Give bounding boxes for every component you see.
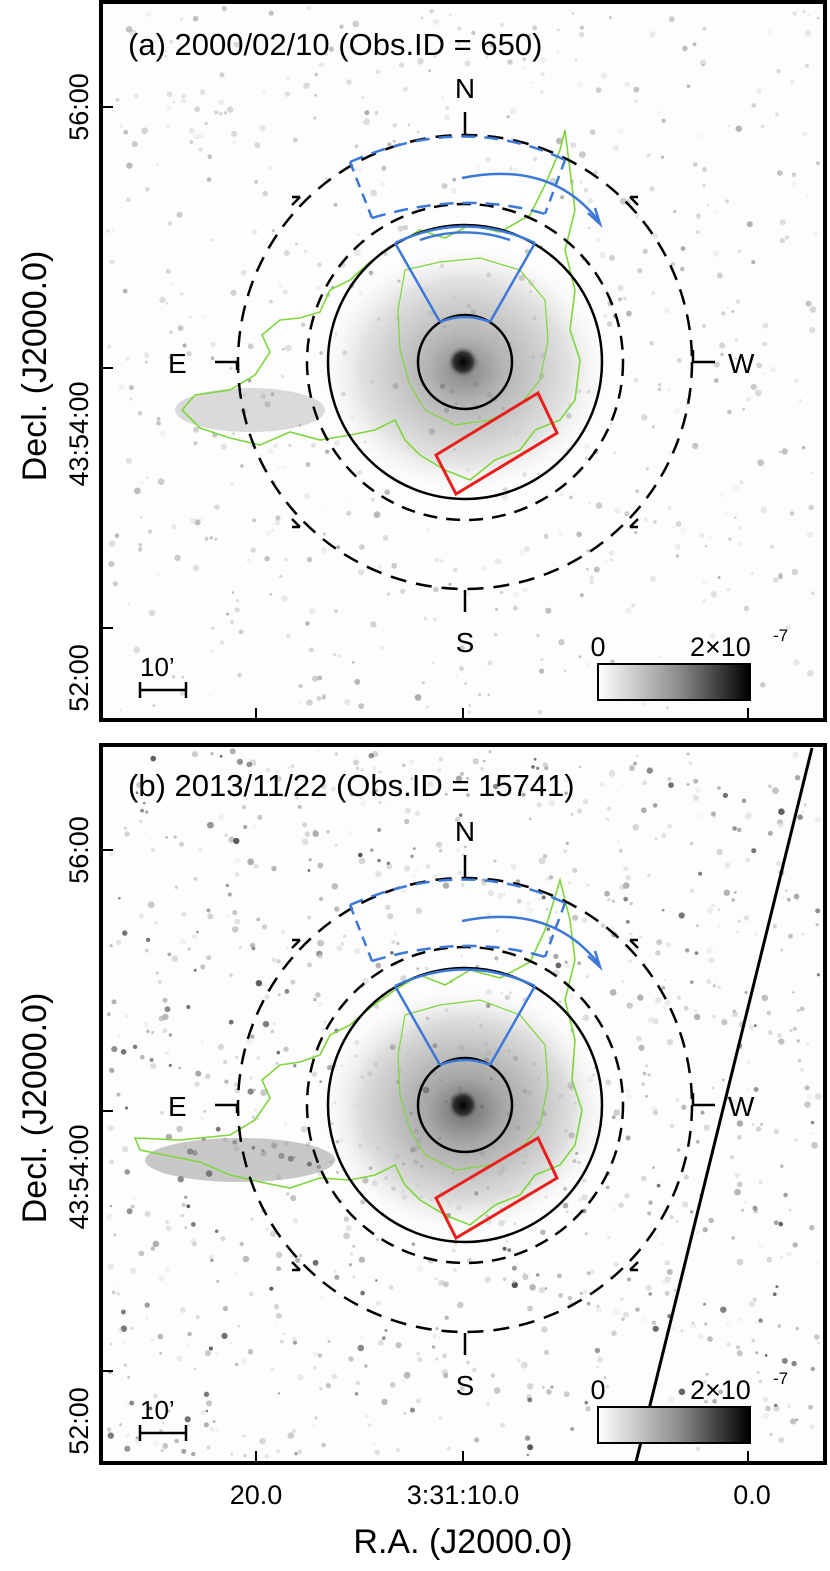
panel-a-west-label: W <box>728 348 755 379</box>
axes: 56:00 43:54:00 52:00 Decl. (J2000.0) 56:… <box>16 73 771 1561</box>
ytick-label-b-1: 56:00 <box>64 816 94 884</box>
panel-b-east-label: E <box>168 1091 187 1122</box>
panel-b-chip-edge-line <box>634 747 814 1463</box>
panel-b: (b) 2013/11/22 (Obs.ID = 15741) N S E W … <box>99 743 827 1465</box>
panel-a-blue-sector-left <box>393 242 442 323</box>
xtick-label-2: 3:31:10.0 <box>407 1480 520 1510</box>
panel-b-scalebar-label: 10’ <box>140 1395 175 1425</box>
panel-a-noise <box>106 5 821 715</box>
panel-a-blue-sector-bottom <box>439 315 491 324</box>
panel-b-blue-sector-bottom <box>439 1058 491 1067</box>
panel-a-arrow-head <box>587 207 603 229</box>
panel-b-solid-circle <box>326 966 604 1244</box>
panel-a: (a) 2000/02/10 (Obs.ID = 650) N S E W 10… <box>99 0 827 722</box>
panel-a-east-label: E <box>168 348 187 379</box>
panel-a-east-tail <box>175 388 325 432</box>
xtick-label-3: 0.0 <box>733 1480 771 1510</box>
ytick-label-b-2: 43:54:00 <box>64 1124 94 1229</box>
panel-b-south-label: S <box>456 1370 475 1401</box>
xtick-label-1: 20.0 <box>230 1480 283 1510</box>
panel-a-ticks <box>215 112 715 612</box>
panel-a-core <box>447 346 479 378</box>
panel-b-colorbar <box>597 1406 751 1444</box>
panel-a-colorbar <box>597 663 751 701</box>
panel-b-blue-dashed-right <box>543 902 567 958</box>
panel-b-blue-sector-right <box>488 985 537 1066</box>
axis-ticks <box>101 106 749 1463</box>
panel-a-solid-circle <box>326 223 604 501</box>
ytick-label-a-1: 56:00 <box>64 73 94 141</box>
ytick-label-a-3: 52:00 <box>64 644 94 712</box>
panel-a-blue-dashed-right <box>543 159 567 215</box>
panel-a-blue-arc <box>419 231 511 242</box>
xlabel: R.A. (J2000.0) <box>353 1523 572 1561</box>
panel-b-colorbar-exp: -7 <box>773 1369 788 1388</box>
panel-a-scalebar-label: 10’ <box>140 652 175 682</box>
panel-b-inner-circle <box>416 1056 514 1154</box>
panel-a-north-label: N <box>455 73 475 104</box>
panel-b-north-label: N <box>455 816 475 847</box>
panel-b-colorbar-max: 2×10 <box>690 1375 751 1405</box>
panel-a-colorbar-min: 0 <box>590 632 605 662</box>
panel-a-south-label: S <box>456 627 475 658</box>
panel-b-west-label: W <box>728 1091 755 1122</box>
panel-a-blue-dashed-outer <box>349 135 566 164</box>
panel-b-core <box>447 1089 479 1121</box>
panel-a-contour <box>180 129 581 481</box>
panel-a-inner-circle <box>416 313 514 411</box>
panel-b-arrow <box>461 915 599 964</box>
panel-b-east-tail <box>145 1138 335 1182</box>
panel-a-arrow <box>461 172 599 221</box>
panel-a-colorbar-max: 2×10 <box>690 632 751 662</box>
panel-b-ticks <box>215 855 715 1355</box>
panel-a-colorbar-exp: -7 <box>773 626 788 645</box>
panel-b-colorbar-min: 0 <box>590 1375 605 1405</box>
panel-a-red-box <box>434 390 559 497</box>
panel-b-blue-sector-top <box>394 968 536 988</box>
panel-b-arrow-head <box>587 950 603 972</box>
ytick-label-a-2: 43:54:00 <box>64 381 94 486</box>
ylabel-a: Decl. (J2000.0) <box>16 251 54 482</box>
panel-a-scalebar <box>138 682 188 698</box>
panel-b-blue-dashed-outer <box>349 878 566 907</box>
panel-a-blue-sector-top <box>394 225 536 245</box>
panel-b-title: (b) 2013/11/22 (Obs.ID = 15741) <box>128 768 575 803</box>
panel-a-blue-sector-right <box>488 242 537 323</box>
panel-b-red-box <box>434 1135 559 1241</box>
ytick-label-b-3: 52:00 <box>64 1387 94 1455</box>
panel-b-contour <box>133 876 583 1226</box>
panel-b-blue-sector-left <box>393 985 442 1066</box>
panel-a-title: (a) 2000/02/10 (Obs.ID = 650) <box>128 27 542 62</box>
panel-b-scalebar <box>138 1425 188 1441</box>
ylabel-b: Decl. (J2000.0) <box>16 993 54 1224</box>
